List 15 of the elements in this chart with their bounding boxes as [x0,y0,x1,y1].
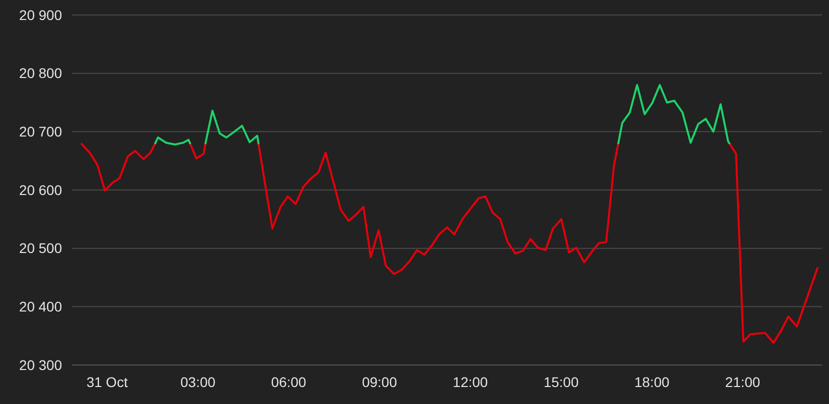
x-tick-label: 06:00 [271,374,306,390]
x-tick-label: 03:00 [180,374,216,390]
x-tick-label: 18:00 [634,374,670,390]
y-tick-label: 20 400 [19,298,62,315]
x-tick-label: 21:00 [725,374,760,390]
y-tick-label: 20 900 [19,6,62,23]
y-tick-label: 20 600 [19,182,62,198]
x-tick-label: 15:00 [544,374,579,390]
y-tick-label: 20 300 [19,356,62,373]
x-tick-label: 09:00 [362,374,398,390]
y-tick-label: 20 700 [19,124,62,140]
y-tick-label: 20 500 [19,240,62,256]
x-tick-label: 12:00 [452,374,488,390]
y-tick-label: 20 800 [19,65,62,82]
x-tick-label: 31 Oct [86,374,128,390]
